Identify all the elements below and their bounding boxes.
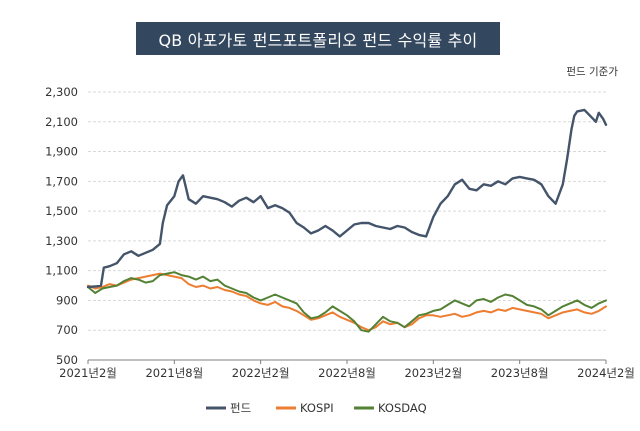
y-tick-label: 1,100 [45,264,78,278]
y-tick-label: 2,100 [45,115,78,129]
y-tick-label: 500 [56,353,78,367]
y-tick-label: 1,300 [45,234,78,248]
x-tick-label: 2022년8월 [318,366,376,380]
x-tick-label: 2022년2월 [232,366,290,380]
unit-note: 펀드 기준가 [566,66,618,78]
chart-title: QB 아포가토 펀드포트폴리오 펀드 수익률 추이 [136,22,500,55]
y-tick-label: 1,900 [45,145,78,159]
x-tick-label: 2021년8월 [145,366,203,380]
series-line-2 [87,271,607,333]
x-tick-label: 2023년8월 [491,366,549,380]
x-tick-label: 2021년2월 [59,366,117,380]
y-tick-label: 700 [56,323,78,337]
y-tick-label: 2,300 [45,85,78,99]
legend-label: KOSDAQ [378,401,427,415]
legend-label: KOSPI [300,401,334,415]
x-tick-label: 2023년2월 [404,366,462,380]
x-tick-label: 2024년2월 [577,366,635,380]
series-line-0 [86,108,608,289]
y-tick-label: 1,700 [45,174,78,188]
legend-label: 펀드 [230,401,251,415]
y-tick-label: 900 [56,293,78,307]
y-tick-label: 1,500 [45,204,78,218]
series-line-1 [87,272,607,332]
